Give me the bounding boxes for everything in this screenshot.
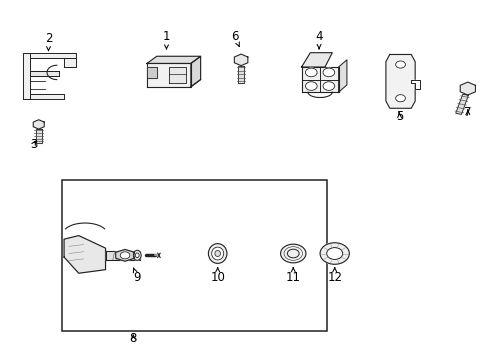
Ellipse shape [133, 250, 141, 260]
Circle shape [284, 247, 302, 260]
Polygon shape [147, 63, 190, 87]
Polygon shape [116, 249, 134, 261]
Polygon shape [147, 67, 157, 78]
Polygon shape [64, 235, 105, 273]
Polygon shape [30, 53, 76, 58]
Text: 4: 4 [315, 30, 322, 49]
Polygon shape [30, 94, 64, 99]
Text: 12: 12 [326, 268, 342, 284]
Ellipse shape [211, 247, 223, 260]
Ellipse shape [135, 253, 139, 258]
Circle shape [280, 244, 305, 263]
Text: 3: 3 [30, 138, 37, 151]
Circle shape [120, 252, 130, 259]
Circle shape [287, 249, 299, 258]
Text: 9: 9 [133, 268, 141, 284]
Polygon shape [36, 129, 41, 143]
Polygon shape [64, 58, 76, 67]
Circle shape [323, 82, 334, 90]
Polygon shape [147, 56, 200, 63]
Polygon shape [190, 56, 200, 87]
Polygon shape [301, 67, 338, 92]
Polygon shape [410, 80, 419, 89]
Text: 10: 10 [210, 268, 224, 284]
Text: 5: 5 [395, 110, 403, 123]
Polygon shape [30, 71, 59, 76]
Text: 7: 7 [463, 106, 470, 119]
Circle shape [326, 248, 342, 260]
Polygon shape [238, 66, 244, 83]
Circle shape [320, 243, 348, 264]
Text: 8: 8 [129, 332, 137, 345]
Circle shape [395, 95, 405, 102]
Bar [61, 180, 327, 330]
Polygon shape [234, 54, 247, 66]
Circle shape [305, 68, 317, 77]
Polygon shape [33, 120, 44, 129]
Ellipse shape [208, 244, 226, 264]
Polygon shape [168, 67, 185, 83]
Circle shape [323, 68, 334, 77]
Circle shape [305, 82, 317, 90]
Text: 2: 2 [44, 32, 52, 51]
Polygon shape [385, 54, 414, 108]
Text: 11: 11 [285, 268, 300, 284]
Text: 1: 1 [163, 30, 170, 49]
Polygon shape [455, 94, 468, 114]
Text: 6: 6 [230, 30, 239, 46]
Circle shape [395, 61, 405, 68]
Polygon shape [301, 53, 331, 67]
Polygon shape [459, 82, 474, 95]
Polygon shape [105, 251, 140, 260]
Polygon shape [22, 53, 30, 99]
Ellipse shape [214, 251, 220, 256]
Polygon shape [338, 60, 346, 92]
